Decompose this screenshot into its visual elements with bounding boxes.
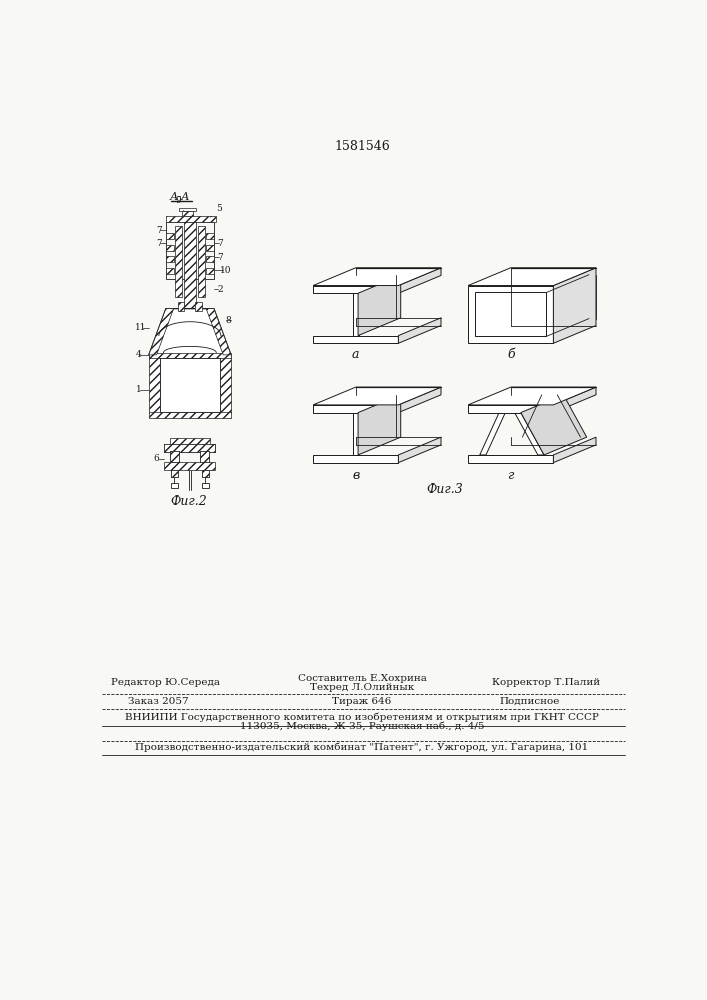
Polygon shape [468, 286, 554, 343]
Text: 2: 2 [217, 285, 223, 294]
Bar [171, 470, 178, 477]
Text: в: в [352, 469, 359, 482]
Polygon shape [468, 455, 554, 463]
Text: 10: 10 [220, 266, 231, 275]
Text: Составитель Е.Хохрина: Составитель Е.Хохрина [298, 674, 426, 683]
Polygon shape [475, 292, 547, 336]
Bar [149, 353, 231, 358]
Bar [179, 208, 196, 211]
Polygon shape [358, 395, 401, 455]
Bar [201, 470, 209, 477]
Text: Фиг.2: Фиг.2 [171, 495, 207, 508]
Text: г: г [508, 469, 514, 482]
Bar [166, 216, 216, 222]
Bar [198, 226, 204, 297]
Bar [166, 222, 214, 279]
Bar [171, 470, 178, 477]
Polygon shape [554, 387, 596, 413]
Polygon shape [149, 309, 174, 355]
Polygon shape [149, 309, 231, 355]
Bar [184, 222, 196, 309]
Text: а: а [352, 348, 359, 361]
Text: 9: 9 [175, 196, 184, 211]
Bar [166, 245, 174, 251]
Polygon shape [515, 413, 544, 455]
Text: Заказ 2057: Заказ 2057 [128, 697, 189, 706]
Text: ВНИИПИ Государственного комитета по изобретениям и открытиям при ГКНТ СССР: ВНИИПИ Государственного комитета по изоб… [125, 712, 599, 722]
Text: Редактор Ю.Середа: Редактор Ю.Середа [112, 678, 221, 687]
Bar [220, 355, 231, 413]
Text: 1: 1 [136, 385, 141, 394]
Text: 113035, Москва, Ж-35, Раушская наб., д. 4/5: 113035, Москва, Ж-35, Раушская наб., д. … [240, 721, 484, 731]
Bar [177, 302, 185, 311]
Text: Подписное: Подписное [500, 697, 561, 706]
Polygon shape [554, 437, 596, 463]
Bar [170, 451, 179, 462]
Polygon shape [468, 387, 596, 405]
Bar [160, 358, 220, 412]
Bar [206, 268, 214, 274]
Polygon shape [398, 387, 441, 413]
Text: б: б [507, 348, 515, 361]
Text: Техред Л.Олийнык: Техред Л.Олийнык [310, 683, 414, 692]
Polygon shape [313, 455, 398, 463]
Bar [149, 412, 231, 418]
Text: 7: 7 [217, 253, 223, 262]
Text: 8: 8 [225, 316, 230, 325]
Text: Корректор Т.Палий: Корректор Т.Палий [491, 678, 600, 687]
Polygon shape [313, 405, 398, 413]
Bar [170, 438, 210, 445]
Polygon shape [521, 395, 587, 455]
Polygon shape [554, 268, 596, 343]
Bar [171, 483, 178, 488]
Bar [166, 256, 174, 262]
Polygon shape [354, 293, 359, 336]
Text: 4: 4 [136, 350, 141, 359]
Bar [201, 470, 209, 477]
Bar [206, 245, 214, 251]
Text: 7: 7 [156, 239, 162, 248]
Text: Фиг.3: Фиг.3 [426, 483, 463, 496]
Bar [175, 226, 182, 297]
Bar [201, 483, 209, 488]
Polygon shape [313, 268, 441, 286]
Bar [166, 233, 174, 239]
Text: 11: 11 [135, 323, 147, 332]
Text: 7: 7 [217, 239, 223, 248]
Text: Производственно-издательский комбинат "Патент", г. Ужгород, ул. Гагарина, 101: Производственно-издательский комбинат "П… [135, 743, 588, 752]
Bar [200, 451, 209, 462]
Bar [164, 444, 216, 452]
Bar [149, 355, 160, 413]
Bar [200, 451, 209, 462]
Text: 6: 6 [153, 454, 160, 463]
Bar [182, 211, 193, 216]
Polygon shape [398, 318, 441, 343]
Polygon shape [206, 309, 231, 355]
Bar [206, 233, 214, 239]
Polygon shape [468, 268, 596, 286]
Bar [166, 268, 174, 274]
Polygon shape [313, 336, 398, 343]
Text: 5: 5 [211, 204, 222, 217]
Polygon shape [398, 437, 441, 463]
Bar [164, 444, 216, 452]
Polygon shape [354, 413, 359, 455]
Bar [195, 302, 202, 311]
Polygon shape [313, 286, 398, 293]
Bar [170, 451, 179, 462]
Polygon shape [398, 268, 441, 293]
Polygon shape [468, 405, 554, 413]
Text: Тираж 646: Тираж 646 [332, 697, 392, 706]
Bar [206, 256, 214, 262]
Bar [164, 462, 216, 470]
Polygon shape [313, 387, 441, 405]
Polygon shape [480, 413, 506, 455]
Text: 1581546: 1581546 [334, 140, 390, 153]
Polygon shape [358, 275, 401, 336]
Text: 7: 7 [156, 226, 162, 235]
Text: А-А: А-А [170, 192, 190, 202]
